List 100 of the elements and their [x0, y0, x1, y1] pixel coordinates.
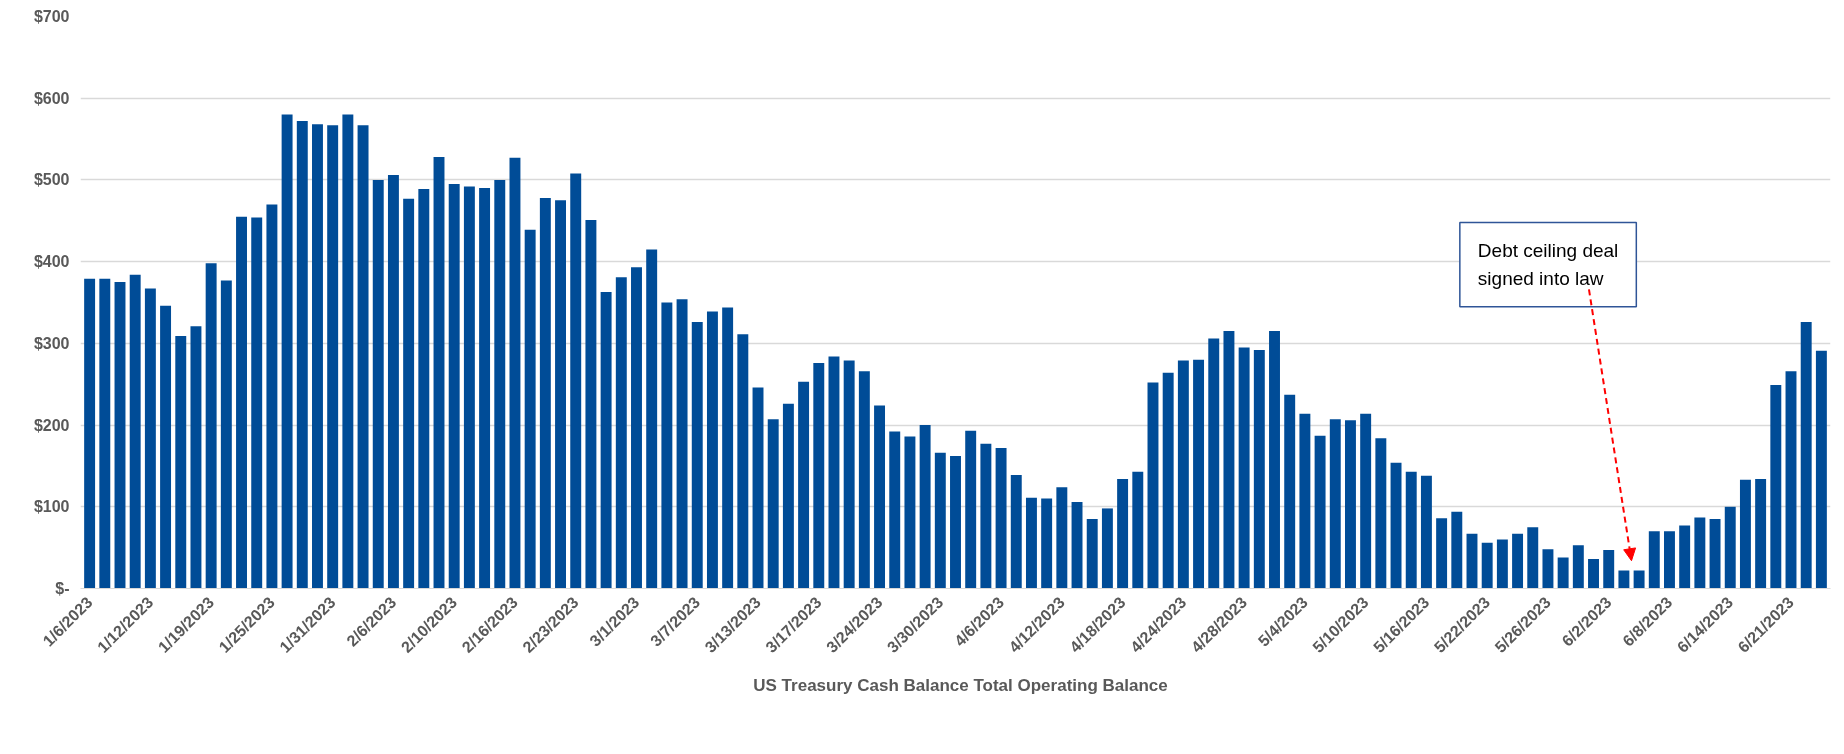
bar [266, 204, 278, 589]
bar [1739, 479, 1751, 589]
bar [251, 217, 263, 589]
bar [1557, 557, 1569, 589]
bar [1147, 382, 1159, 589]
bar [706, 311, 718, 589]
bar [418, 188, 430, 589]
bar [372, 179, 384, 589]
bar [144, 288, 156, 589]
bar [1770, 385, 1782, 589]
bar [1329, 419, 1341, 589]
bar [1284, 394, 1296, 589]
bar [494, 179, 506, 589]
bar [1451, 511, 1463, 589]
y-tick-label: $600 [33, 89, 70, 107]
bar [1800, 322, 1812, 589]
bar [1269, 331, 1280, 589]
bar [205, 263, 217, 589]
bar [296, 121, 308, 589]
bar [1375, 438, 1387, 589]
bar [1724, 506, 1736, 589]
bar [463, 186, 475, 589]
bar [1086, 519, 1098, 589]
bar [615, 277, 627, 589]
bar [691, 322, 703, 589]
y-tick-label: $500 [33, 171, 70, 189]
bar [1238, 347, 1250, 589]
bar [631, 267, 642, 589]
bar [1572, 545, 1584, 589]
bar [813, 362, 825, 589]
bar [995, 447, 1007, 589]
bar [1390, 462, 1402, 589]
bar [722, 307, 734, 589]
bar [676, 299, 688, 589]
bar [1527, 527, 1539, 589]
bar [555, 200, 566, 589]
bar [1360, 413, 1372, 589]
bar [661, 302, 673, 589]
bar [1815, 350, 1827, 589]
bar [1648, 531, 1660, 589]
y-tick-label: $- [55, 580, 70, 597]
bar [858, 371, 870, 589]
bar [1481, 542, 1493, 589]
bar [509, 157, 521, 589]
bar [950, 456, 961, 589]
bar [782, 403, 794, 589]
bar [403, 198, 415, 589]
bar [1679, 525, 1691, 589]
y-tick-label: $400 [33, 253, 70, 271]
bar [524, 229, 536, 589]
bar [1208, 338, 1220, 589]
bar [84, 278, 96, 589]
bar [1603, 550, 1615, 589]
bar [327, 125, 339, 589]
bar [1101, 508, 1113, 589]
annotation: Debt ceiling deal signed into law [1477, 240, 1619, 289]
bar [236, 216, 247, 589]
y-tick-label: $200 [33, 416, 70, 434]
bar [1420, 475, 1432, 589]
bar [114, 282, 126, 589]
bar [1436, 518, 1448, 589]
bar [1025, 497, 1037, 589]
bar [600, 291, 612, 589]
bar [220, 280, 232, 589]
bar [919, 425, 931, 589]
bar [1405, 471, 1417, 589]
bar [646, 249, 658, 589]
bar [1162, 372, 1174, 589]
bar [752, 387, 764, 589]
bar [342, 114, 354, 589]
bar [1466, 533, 1478, 589]
bar [1041, 498, 1053, 589]
bar [175, 336, 187, 589]
bar [1223, 331, 1235, 589]
bar [1633, 570, 1645, 589]
bar [1314, 435, 1326, 589]
bar [798, 381, 810, 589]
bar [570, 173, 582, 589]
bar [874, 405, 886, 589]
bar [281, 114, 293, 589]
text: US Treasury Cash Balance Total Operating Balance [753, 676, 1168, 696]
bar [190, 326, 202, 589]
bar [1345, 420, 1356, 589]
bar [99, 278, 111, 589]
bar [965, 430, 977, 589]
bar [1117, 479, 1129, 589]
bar [539, 197, 551, 589]
bar [737, 334, 749, 589]
bar [1618, 570, 1630, 589]
bar [357, 125, 369, 589]
y-tick-label: $300 [33, 334, 70, 352]
bar [843, 360, 855, 589]
bar [1132, 471, 1144, 589]
bar [1010, 474, 1022, 589]
bar [387, 175, 399, 589]
bar [889, 431, 901, 589]
bar [1299, 413, 1311, 589]
bar [828, 356, 840, 589]
bar [904, 436, 916, 589]
bar [1542, 549, 1554, 589]
